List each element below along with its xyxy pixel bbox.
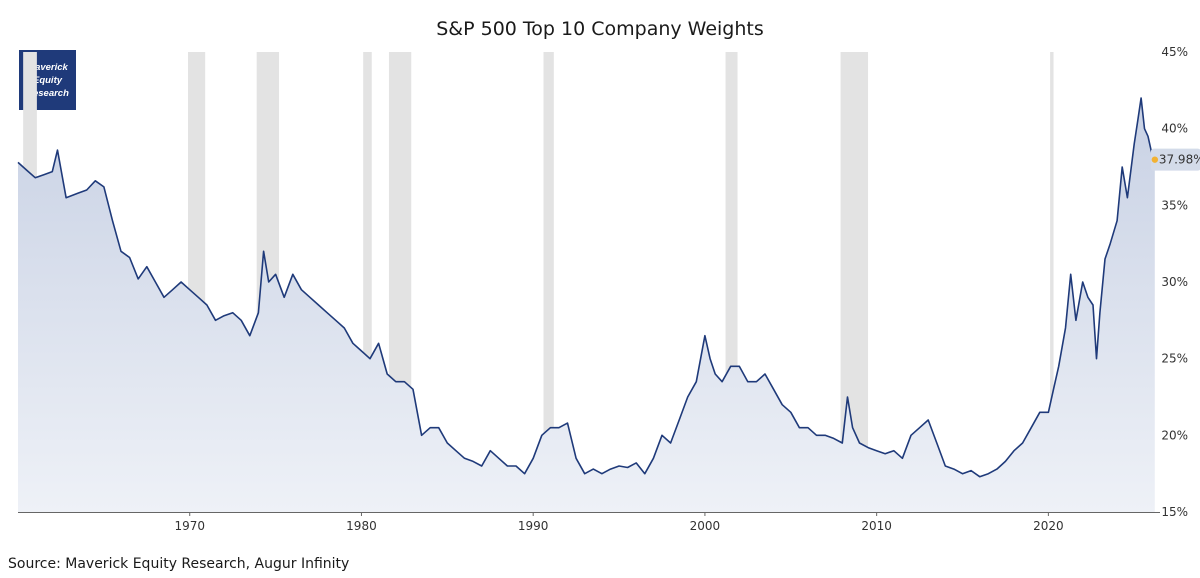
- y-tick-label-35: 35%: [1161, 198, 1188, 212]
- y-tick-label-25: 25%: [1161, 352, 1188, 366]
- x-tick-label-2020: 2020: [1033, 519, 1064, 533]
- x-tick-label-2010: 2010: [861, 519, 892, 533]
- x-tick-label-1990: 1990: [518, 519, 549, 533]
- end-value-marker: [1151, 156, 1159, 163]
- x-tick-label-1980: 1980: [346, 519, 377, 533]
- end-value-group: 37.98%: [1150, 148, 1200, 171]
- y-tick-label-20: 20%: [1161, 428, 1188, 442]
- y-tick-label-30: 30%: [1161, 275, 1188, 289]
- x-tick-label-1970: 1970: [174, 519, 205, 533]
- end-label-background: [1150, 148, 1200, 171]
- recession-band-5: [543, 52, 554, 512]
- series-line: [17, 97, 1156, 478]
- series-area: [18, 98, 1155, 512]
- source-note: Source: Maverick Equity Research, Augur …: [8, 556, 350, 572]
- end-value-label: 37.98%: [1159, 153, 1200, 167]
- logo-line-3: Research: [26, 87, 69, 99]
- logo-line-2: Equity: [32, 74, 63, 86]
- y-axis: 15% 20% 25% 30% 35% 40% 45%: [1161, 45, 1188, 519]
- x-axis: 1970 1980 1990 2000 2010 2020: [174, 512, 1064, 533]
- y-tick-label-45: 45%: [1161, 45, 1188, 59]
- logo-line-1: Maverick: [27, 61, 68, 73]
- recession-band-8: [1050, 52, 1054, 512]
- chart-title: S&P 500 Top 10 Company Weights: [436, 18, 764, 40]
- y-tick-label-40: 40%: [1161, 122, 1188, 136]
- x-tick-label-2000: 2000: [690, 519, 721, 533]
- y-tick-label-15: 15%: [1161, 505, 1188, 519]
- recession-band-3: [363, 52, 372, 512]
